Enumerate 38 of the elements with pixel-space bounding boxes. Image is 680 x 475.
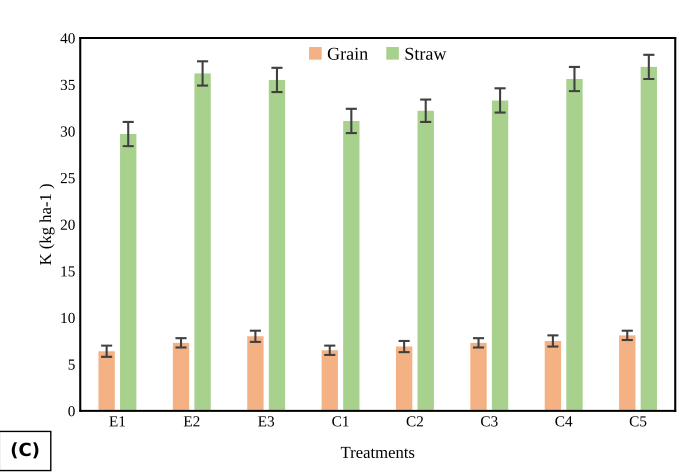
legend-label: Straw	[406, 48, 446, 60]
y-axis-title: K (kg ha-1 )	[39, 184, 55, 265]
bar	[396, 346, 412, 411]
x-tick-label: E2	[184, 416, 200, 426]
x-tick-label: E3	[258, 416, 274, 426]
bar	[172, 342, 190, 411]
text: (C)	[12, 442, 38, 458]
y-tick-label: 5	[68, 360, 75, 370]
y-tick-label: 35	[60, 80, 75, 90]
bar	[98, 351, 115, 411]
bar	[268, 80, 286, 411]
bar	[120, 134, 136, 411]
bar	[247, 336, 264, 411]
x-tick-label: C5	[630, 416, 646, 426]
bar	[492, 100, 508, 411]
y-tick-label: 0	[68, 406, 75, 416]
y-tick-label: 40	[60, 33, 75, 44]
bar	[343, 120, 360, 411]
x-tick-label: C2	[406, 416, 423, 426]
bar	[194, 73, 211, 411]
x-tick-label: C3	[481, 416, 498, 426]
x-axis-title: Treatments	[340, 446, 414, 458]
bar	[418, 110, 434, 411]
bar	[470, 342, 487, 411]
bar	[322, 350, 338, 411]
bar	[544, 340, 562, 411]
bar	[619, 335, 636, 411]
y-tick-label: 10	[61, 312, 75, 324]
y-tick-label: 15	[61, 266, 75, 276]
y-tick-label: 20	[60, 220, 75, 230]
bar	[566, 79, 583, 411]
x-tick-label: E1	[109, 416, 125, 426]
legend-label: Grain	[328, 48, 368, 60]
x-tick-label: C1	[332, 416, 349, 426]
y-tick-label: 25	[60, 173, 75, 184]
x-tick-label: C4	[555, 416, 572, 426]
bar	[640, 66, 658, 411]
y-tick-label: 30	[60, 126, 75, 137]
